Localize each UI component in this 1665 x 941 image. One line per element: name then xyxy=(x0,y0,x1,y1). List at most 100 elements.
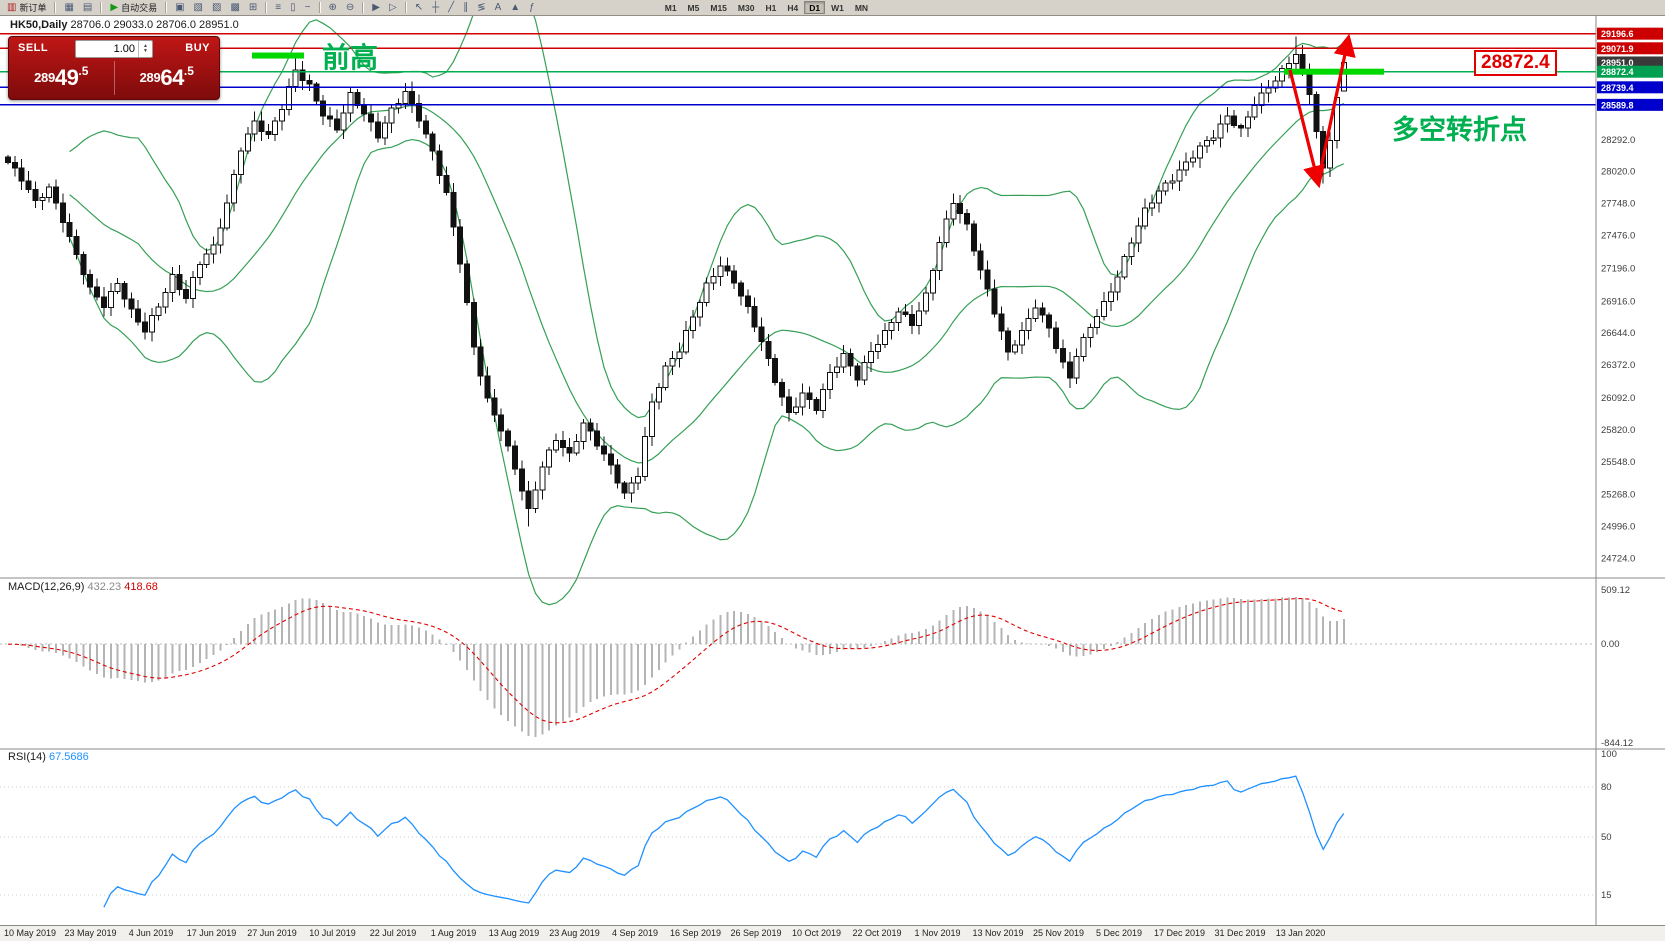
profiles-button[interactable]: ▤ xyxy=(79,1,96,15)
text-tool-icon: A xyxy=(494,1,502,13)
rsi-axis[interactable]: 100 80 50 15 xyxy=(1601,749,1617,901)
timeframe-w1-button[interactable]: W1 xyxy=(826,1,849,14)
trend-arrow xyxy=(1288,33,1356,189)
navigator-icon: ▨ xyxy=(212,1,222,13)
channel-button[interactable]: ∥ xyxy=(459,1,472,15)
sell-price-button[interactable]: 289 49.5 xyxy=(9,60,115,95)
timeframe-mn-button[interactable]: MN xyxy=(850,1,873,14)
date-label: 13 Aug 2019 xyxy=(488,928,540,938)
date-label: 31 Dec 2019 xyxy=(1214,928,1266,938)
svg-text:27476.0: 27476.0 xyxy=(1601,231,1635,242)
cursor-icon: ↖ xyxy=(414,1,424,13)
fibonacci-icon: ≶ xyxy=(477,1,486,13)
zoom-in-button[interactable]: ⊕ xyxy=(325,1,341,15)
date-label: 13 Jan 2020 xyxy=(1275,928,1326,938)
candlestick-mode-button[interactable]: ▯ xyxy=(286,1,300,15)
line-chart-mode-button[interactable]: ~ xyxy=(301,1,315,15)
strategy-tester-button[interactable]: ⊞ xyxy=(245,1,261,15)
timeframe-m5-button[interactable]: M5 xyxy=(683,1,705,14)
indicators-button[interactable]: ƒ xyxy=(525,1,539,15)
timeframe-m15-button[interactable]: M15 xyxy=(705,1,732,14)
timeframe-h4-button[interactable]: H4 xyxy=(782,1,803,14)
annotation-previous-high: 前高 xyxy=(322,42,379,73)
macd-name: MACD(12,26,9) xyxy=(8,581,85,593)
navigator-button[interactable]: ▨ xyxy=(208,1,225,15)
toolbar-separator xyxy=(100,2,103,13)
fibonacci-button[interactable]: ≶ xyxy=(473,1,489,15)
crosshair-button[interactable]: ┼ xyxy=(428,1,443,15)
chart-window-icon: ▦ xyxy=(64,1,74,13)
chart-shift-button[interactable]: ▷ xyxy=(385,1,401,15)
buy-price-base: 289 xyxy=(139,70,161,85)
time-axis[interactable]: 10 May 2019 23 May 2019 4 Jun 2019 17 Jun 2… xyxy=(0,925,1665,941)
zoom-out-icon: ⊖ xyxy=(345,1,355,13)
svg-text:28951.0: 28951.0 xyxy=(1601,58,1634,68)
market-watch-button[interactable]: ▣ xyxy=(171,1,188,15)
spinner-down-icon[interactable]: ▼ xyxy=(143,48,148,54)
svg-text:28020.0: 28020.0 xyxy=(1601,167,1635,178)
timeframe-m30-button[interactable]: M30 xyxy=(733,1,760,14)
sell-button[interactable]: SELL xyxy=(18,41,49,54)
macd-indicator-label: MACD(12,26,9) 432.23 418.68 xyxy=(8,581,158,593)
text-tool-button[interactable]: A xyxy=(491,1,506,15)
data-window-button[interactable]: ▧ xyxy=(190,1,207,15)
timeframe-m1-button[interactable]: M1 xyxy=(660,1,682,14)
trendline-button[interactable]: ╱ xyxy=(444,1,458,15)
macd-signal-value: 418.68 xyxy=(124,581,158,593)
indicators-icon: ƒ xyxy=(529,1,535,13)
annotation-price-callout: 28872.4 xyxy=(1474,50,1557,76)
rsi-indicator-label: RSI(14) 67.5686 xyxy=(8,751,89,763)
date-label: 17 Jun 2019 xyxy=(186,928,237,938)
channel-icon: ∥ xyxy=(463,1,469,13)
bar-chart-mode-button[interactable]: ≡ xyxy=(271,1,285,15)
svg-text:25268.0: 25268.0 xyxy=(1601,490,1635,501)
date-label: 10 Oct 2019 xyxy=(791,928,842,938)
spinner-up-icon[interactable]: ▲ xyxy=(143,43,148,49)
trendline-icon: ╱ xyxy=(448,1,455,13)
svg-text:25820.0: 25820.0 xyxy=(1601,425,1635,436)
buy-price-frac: .5 xyxy=(183,63,194,78)
chart-title: HK50,Daily 28706.0 29033.0 28706.0 28951… xyxy=(10,19,239,31)
timeframe-h1-button[interactable]: H1 xyxy=(760,1,781,14)
new-order-button[interactable]: ▥ 新订单 xyxy=(3,1,50,15)
arrow-tool-icon: ▲ xyxy=(510,1,521,13)
auto-trading-button[interactable]: ▶ 自动交易 xyxy=(106,1,161,15)
svg-text:50: 50 xyxy=(1601,832,1612,843)
date-label: 1 Nov 2019 xyxy=(914,928,961,938)
auto-scroll-button[interactable]: ▶ xyxy=(368,1,384,15)
timeframe-d1-button[interactable]: D1 xyxy=(804,1,826,14)
buy-price-button[interactable]: 289 64.5 xyxy=(115,61,220,95)
rsi-line xyxy=(103,775,1345,908)
date-label: 16 Sep 2019 xyxy=(669,928,722,938)
volume-spinner[interactable]: ▲ ▼ xyxy=(138,41,152,57)
arrow-tool-button[interactable]: ▲ xyxy=(506,1,524,15)
date-label: 13 Nov 2019 xyxy=(972,928,1024,938)
buy-button[interactable]: BUY xyxy=(185,41,210,54)
macd-main-value: 432.23 xyxy=(87,581,122,593)
date-label: 22 Oct 2019 xyxy=(852,928,902,938)
svg-text:26916.0: 26916.0 xyxy=(1601,296,1635,307)
svg-text:0.00: 0.00 xyxy=(1601,639,1620,650)
terminal-icon: ▩ xyxy=(230,1,240,13)
svg-text:29071.9: 29071.9 xyxy=(1601,44,1634,54)
svg-text:27748.0: 27748.0 xyxy=(1601,199,1635,210)
sell-price-big: 49 xyxy=(54,64,79,90)
svg-text:15: 15 xyxy=(1601,890,1612,901)
date-label: 10 May 2019 xyxy=(3,928,57,938)
strategy-tester-icon: ⊞ xyxy=(248,1,258,13)
sell-price-frac: .5 xyxy=(78,63,89,78)
buy-price-big: 64 xyxy=(160,64,184,90)
macd-axis[interactable]: 509.12 0.00 -844.12 xyxy=(1601,585,1633,749)
price-axis[interactable]: 28292.0 28020.0 27748.0 27476.0 27196.0 26916… xyxy=(1597,27,1663,565)
cursor-button[interactable]: ↖ xyxy=(411,1,427,15)
ohlc-values: 28706.0 29033.0 28706.0 28951.0 xyxy=(70,19,239,31)
svg-text:100: 100 xyxy=(1601,749,1617,760)
volume-input[interactable]: 1.00 ▲ ▼ xyxy=(75,40,153,58)
svg-text:28292.0: 28292.0 xyxy=(1601,135,1635,146)
terminal-button[interactable]: ▩ xyxy=(226,1,243,15)
svg-text:26372.0: 26372.0 xyxy=(1601,360,1635,371)
chart-window-button[interactable]: ▦ xyxy=(60,1,77,15)
new-order-icon: ▥ xyxy=(7,1,17,13)
zoom-out-button[interactable]: ⊖ xyxy=(342,1,358,15)
